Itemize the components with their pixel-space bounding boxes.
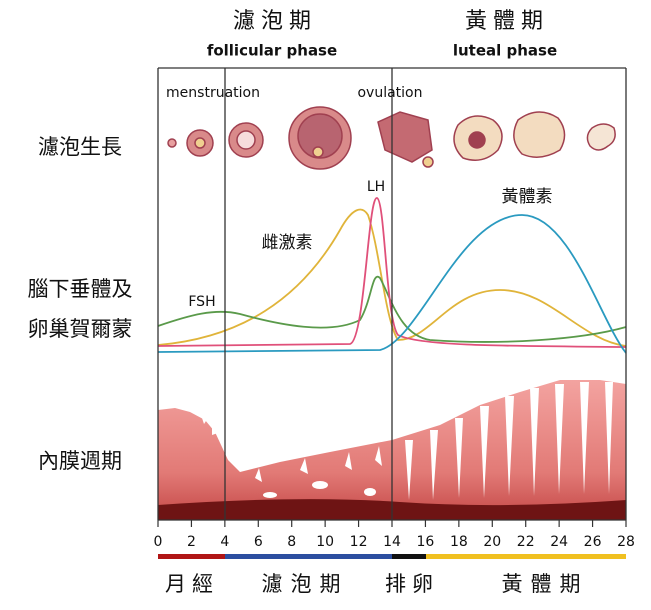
hormone-curves (157, 197, 627, 354)
header-zh: 黃體期 (465, 9, 549, 34)
header-en: luteal phase (453, 42, 557, 60)
phase-label: 月經 (165, 572, 219, 596)
tick-label: 20 (483, 534, 501, 550)
phase-label: 濾泡期 (262, 572, 349, 596)
header-zh: 濾泡期 (233, 9, 317, 34)
tick-label: 0 (154, 534, 163, 550)
annotation: 黃體素 (502, 187, 553, 207)
tick-label: 10 (316, 534, 334, 550)
tick-label: 4 (220, 534, 229, 550)
annotation: FSH (188, 294, 215, 310)
annotation: ovulation (357, 85, 422, 101)
tick-label: 18 (450, 534, 468, 550)
tick-label: 2 (187, 534, 196, 550)
phase-label: 黃體期 (502, 572, 589, 596)
row-label: 內膜週期 (38, 449, 122, 473)
tick-label: 24 (550, 534, 568, 550)
tick-label: 6 (254, 534, 263, 550)
header-en: follicular phase (207, 42, 337, 60)
row-label: 腦下垂體及 (28, 277, 133, 301)
annotation: LH (367, 179, 385, 195)
annotation: 雌激素 (262, 233, 313, 253)
tick-label: 28 (617, 534, 635, 550)
phase-bar (158, 554, 626, 559)
row-label: 濾泡生長 (38, 135, 122, 159)
phase-label: 排卵 (385, 572, 439, 596)
annotation: menstruation (166, 85, 260, 101)
tick-label: 16 (417, 534, 435, 550)
tick-label: 26 (584, 534, 602, 550)
row-label: 卵巢賀爾蒙 (28, 317, 133, 341)
tick-label: 14 (383, 534, 401, 550)
tick-label: 12 (350, 534, 368, 550)
tick-label: 8 (287, 534, 296, 550)
tick-label: 22 (517, 534, 535, 550)
